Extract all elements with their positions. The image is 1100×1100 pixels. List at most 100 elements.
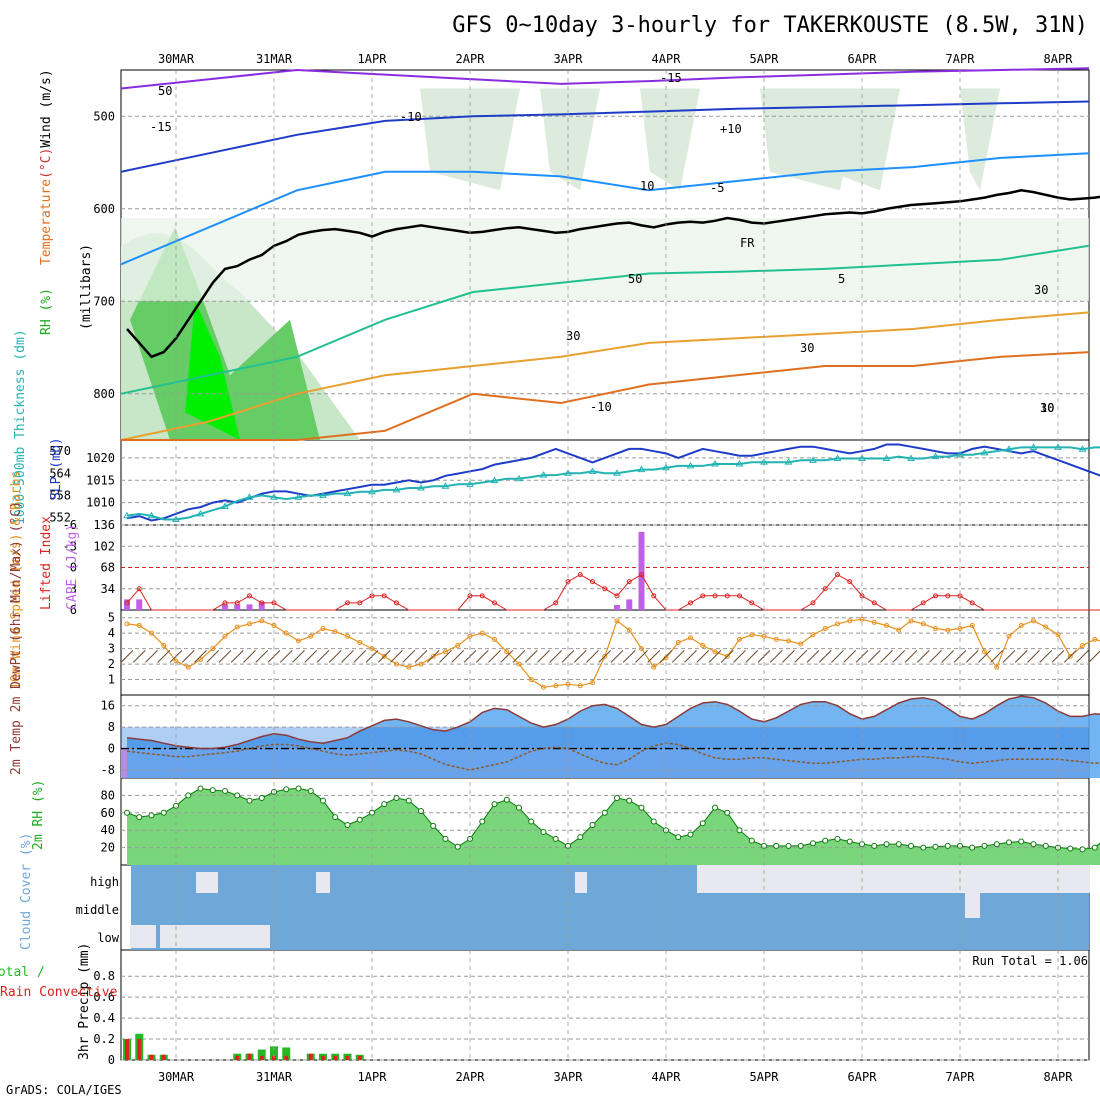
thick-marker-14 bbox=[294, 493, 303, 500]
thick-marker-8 bbox=[221, 502, 229, 510]
rh-point-1 bbox=[136, 814, 143, 821]
rh-point-41 bbox=[626, 797, 633, 804]
rh-point-13 bbox=[283, 786, 290, 793]
ua-ylabel-wind: Wind (m/s) bbox=[39, 69, 54, 147]
rh-point-57 bbox=[822, 837, 829, 844]
wind-barb-18 bbox=[341, 650, 354, 663]
ua-ylabel-degc: (°C) bbox=[39, 148, 54, 179]
wind-point-17 bbox=[332, 629, 338, 635]
wind-barb-1 bbox=[132, 650, 146, 663]
rh-point-17 bbox=[332, 814, 339, 821]
wind-tick-1: 4 bbox=[108, 626, 115, 640]
li-point-46 bbox=[688, 600, 693, 606]
wind-barb-77 bbox=[1063, 650, 1077, 663]
cape-bar-3 bbox=[234, 604, 241, 610]
wind-point-46 bbox=[688, 635, 693, 641]
slp-series-0 bbox=[126, 443, 1100, 522]
cape-bar-1 bbox=[136, 599, 143, 610]
precip-conv-bar-2 bbox=[149, 1054, 154, 1060]
li-point-22 bbox=[394, 600, 399, 606]
mid-rh-band bbox=[121, 218, 1089, 302]
wind-barb-43 bbox=[647, 650, 661, 663]
rh-point-16 bbox=[320, 797, 326, 804]
wind-barb-53 bbox=[769, 650, 783, 663]
rh-point-64 bbox=[908, 842, 914, 849]
precip-conv-bar-1 bbox=[137, 1039, 142, 1060]
li-point-9 bbox=[234, 600, 240, 606]
wind-barb-75 bbox=[1039, 650, 1053, 663]
thick-tick-3: 552 bbox=[49, 511, 71, 525]
rh-point-58 bbox=[834, 835, 841, 842]
wind-barb-9 bbox=[230, 650, 244, 663]
wind-barb-55 bbox=[794, 650, 808, 663]
li-point-30 bbox=[492, 600, 497, 606]
rh-point-71 bbox=[993, 841, 1000, 848]
wind-tick-3: 2 bbox=[108, 657, 115, 671]
rh-point-30 bbox=[491, 801, 498, 808]
wind-point-72 bbox=[1006, 633, 1012, 639]
li-point-48 bbox=[712, 593, 718, 599]
wind-barb-15 bbox=[304, 650, 318, 663]
rh-point-43 bbox=[650, 818, 657, 825]
rh-point-21 bbox=[381, 801, 388, 808]
li-point-65 bbox=[920, 600, 926, 606]
wind-barb-40 bbox=[610, 650, 624, 663]
wind-barb-38 bbox=[586, 650, 599, 663]
wind-point-24 bbox=[418, 661, 424, 667]
li-point-1 bbox=[136, 586, 142, 592]
bottom-day-label-3: 2APR bbox=[456, 1070, 486, 1084]
temp-ylabel: 2m Temp 2m DewPt (6hr Min/Max) (°C) bbox=[9, 501, 24, 775]
wind-point-79 bbox=[1092, 636, 1098, 642]
wind-barb-10 bbox=[243, 650, 256, 663]
wind-barb-29 bbox=[475, 650, 489, 663]
precip-conv-bar-16 bbox=[321, 1055, 325, 1060]
thick-marker-36 bbox=[564, 469, 572, 476]
wind-point-64 bbox=[908, 618, 914, 624]
wind-point-7 bbox=[210, 646, 216, 652]
precip-conv-bar-3 bbox=[161, 1054, 166, 1060]
rh-point-33 bbox=[528, 818, 535, 825]
rh-point-14 bbox=[295, 785, 302, 792]
wind-point-19 bbox=[357, 639, 363, 645]
thick-marker-26 bbox=[441, 482, 450, 489]
wind-point-43 bbox=[651, 664, 657, 670]
temp-tick-2: 0 bbox=[108, 742, 115, 756]
wind-barb-22 bbox=[390, 650, 403, 663]
contour-label-11: 30 bbox=[566, 329, 580, 343]
wind-point-11 bbox=[259, 618, 265, 624]
contour-label-5: 10 bbox=[640, 179, 654, 193]
thick-marker-72 bbox=[1005, 445, 1013, 452]
top-day-label-4: 3APR bbox=[554, 52, 584, 66]
wind-point-55 bbox=[798, 641, 804, 647]
wind-barb-61 bbox=[867, 650, 881, 663]
cape-tick-2: 68 bbox=[101, 561, 115, 575]
rh-tick-1: 60 bbox=[101, 806, 115, 820]
wind-barb-33 bbox=[524, 650, 538, 663]
wind-barb-3 bbox=[157, 650, 171, 663]
precip-tick-4: 0 bbox=[108, 1053, 115, 1067]
precip-conv-bar-18 bbox=[345, 1055, 350, 1060]
slp-tick-1: 1015 bbox=[86, 473, 115, 487]
li-point-35 bbox=[553, 600, 559, 606]
rh-point-38 bbox=[589, 821, 596, 828]
precip-conv-bar-10 bbox=[247, 1053, 252, 1060]
rh-point-3 bbox=[160, 809, 167, 816]
rh-point-6 bbox=[197, 785, 204, 792]
slp-ylabel: SLP (mb) bbox=[49, 437, 64, 500]
bottom-day-label-8: 7APR bbox=[946, 1070, 976, 1084]
precip-tick-3: 0.2 bbox=[93, 1032, 115, 1046]
wind-barb-30 bbox=[488, 650, 501, 663]
rh-point-63 bbox=[895, 841, 902, 848]
cloud-level-high: high bbox=[90, 875, 119, 889]
li-point-41 bbox=[626, 579, 632, 585]
rh-point-31 bbox=[503, 796, 510, 803]
top-day-label-8: 7APR bbox=[946, 52, 976, 66]
wind-point-34 bbox=[541, 684, 546, 690]
wind-point-35 bbox=[553, 683, 559, 689]
precip-conv-bar-17 bbox=[333, 1055, 338, 1060]
cloud-clear-2 bbox=[575, 872, 587, 893]
wind-point-70 bbox=[982, 649, 987, 655]
bottom-day-label-4: 3APR bbox=[554, 1070, 584, 1084]
wind-point-10 bbox=[247, 621, 252, 627]
